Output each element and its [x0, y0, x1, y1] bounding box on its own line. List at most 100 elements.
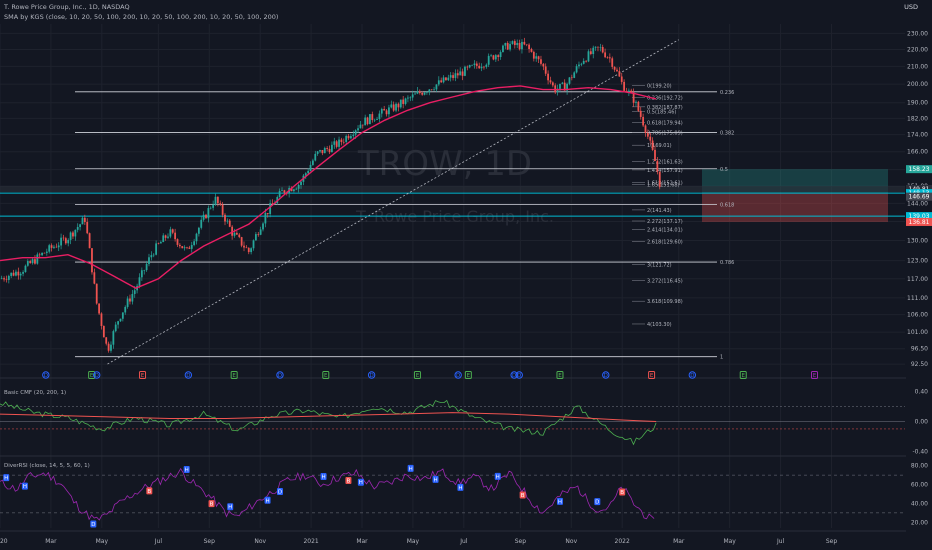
candle [345, 135, 348, 142]
earnings-badge-icon [139, 371, 147, 379]
cmf-signal-line[interactable] [0, 412, 657, 422]
candle [478, 65, 481, 69]
rsi-marker-box [619, 488, 626, 496]
price-axis-bg [906, 0, 932, 550]
event-badge[interactable]: E [556, 371, 564, 380]
candle [157, 243, 160, 245]
event-badge[interactable]: D [184, 371, 193, 379]
rsi-marker[interactable]: H [556, 497, 563, 506]
rsi-marker[interactable]: B [345, 476, 352, 485]
event-badge-label: E [141, 373, 145, 379]
event-badge[interactable]: E [413, 371, 421, 380]
cmf-title[interactable]: Basic CMF (20, 200, 1) [4, 390, 66, 396]
candle [411, 94, 414, 98]
candle [60, 237, 62, 246]
event-badge[interactable]: E [230, 371, 238, 380]
rsi-marker[interactable]: H [21, 482, 28, 491]
candle [487, 55, 490, 65]
time-axis-tick: 2022 [615, 538, 630, 545]
event-badge[interactable]: D [93, 371, 101, 379]
price-label-text: 136.81 [909, 219, 930, 226]
event-badge[interactable]: E [648, 371, 656, 380]
candle [124, 306, 127, 313]
candle [502, 45, 504, 53]
candle [131, 293, 134, 302]
event-badge[interactable]: D [367, 371, 376, 379]
time-axis-tick: May [96, 538, 109, 545]
rsi-marker[interactable]: D [276, 487, 283, 496]
price-axis-tick: 166.00 [907, 149, 928, 156]
event-badge[interactable]: E [811, 371, 818, 380]
candle [319, 150, 321, 152]
dividend-badge-icon [515, 371, 523, 379]
candle [224, 214, 226, 222]
sma-200-line[interactable] [0, 85, 657, 289]
rsi-marker[interactable]: D [90, 520, 97, 529]
rsi-marker[interactable]: D [594, 498, 601, 506]
fib-level-label: 0.5 [720, 167, 728, 173]
rsi-marker[interactable]: B [208, 500, 215, 508]
event-badge[interactable]: E [739, 371, 747, 380]
rsi-marker[interactable]: H [407, 464, 414, 473]
candle [338, 139, 340, 147]
time-axis-tick: May [723, 538, 736, 545]
candle [490, 55, 492, 56]
candle [292, 189, 295, 191]
rsi-marker[interactable]: H [183, 466, 190, 474]
rsi-marker[interactable]: H [432, 475, 439, 484]
candle [228, 220, 231, 227]
candle [575, 66, 578, 73]
candle [506, 43, 509, 50]
event-badge[interactable]: E [464, 371, 472, 380]
candle [426, 92, 428, 93]
candle [606, 57, 609, 58]
event-badge[interactable]: E [139, 371, 147, 380]
candle [537, 56, 540, 60]
rsi-marker[interactable]: H [494, 472, 501, 481]
rsi-marker[interactable]: B [146, 487, 153, 495]
candle [188, 247, 191, 249]
candle [540, 59, 542, 64]
event-badge[interactable]: E [322, 371, 330, 380]
candle [102, 326, 105, 338]
price-label-bg [906, 212, 932, 221]
rsi-marker[interactable]: H [3, 474, 10, 482]
event-badge[interactable]: D [688, 371, 697, 379]
event-badge[interactable]: D [454, 371, 462, 379]
event-badge[interactable]: D [602, 371, 610, 379]
rsi-marker[interactable]: B [619, 488, 626, 496]
rsi-marker[interactable]: B [519, 491, 526, 499]
indicator-legend[interactable]: SMA by KGS (close, 10, 20, 50, 100, 200,… [4, 13, 279, 21]
candle [554, 85, 557, 93]
cmf-line[interactable] [0, 399, 657, 446]
rsi-title[interactable]: DiverRSI (close, 14, 5, 5, 60, 1) [4, 463, 90, 469]
candle [397, 103, 400, 108]
time-axis-tick: Nov [254, 538, 266, 545]
candle [152, 254, 155, 256]
rsi-marker[interactable]: H [227, 503, 234, 511]
candle [24, 265, 27, 273]
price-axis-tick: 190.00 [907, 100, 928, 107]
candle [331, 144, 333, 153]
event-badge[interactable]: D [515, 371, 523, 379]
rsi-line[interactable] [0, 467, 655, 521]
event-badge[interactable]: D [510, 371, 518, 379]
candle [513, 41, 516, 46]
candle [535, 56, 538, 59]
candle [494, 55, 497, 60]
loss-zone[interactable] [702, 193, 888, 222]
event-badge-label: E [416, 373, 420, 379]
event-badge[interactable]: E [88, 371, 96, 380]
event-badge[interactable]: D [42, 371, 50, 379]
rsi-marker[interactable]: H [320, 473, 327, 481]
rsi-marker[interactable]: H [357, 478, 364, 487]
candle [79, 224, 81, 228]
event-badge[interactable]: D [276, 371, 284, 379]
earnings-badge-icon [88, 371, 96, 379]
candle [312, 160, 314, 165]
rsi-marker[interactable]: H [457, 483, 464, 492]
rsi-marker[interactable]: H [264, 496, 271, 505]
dividend-badge-icon [42, 371, 50, 379]
trendline[interactable] [107, 39, 679, 365]
